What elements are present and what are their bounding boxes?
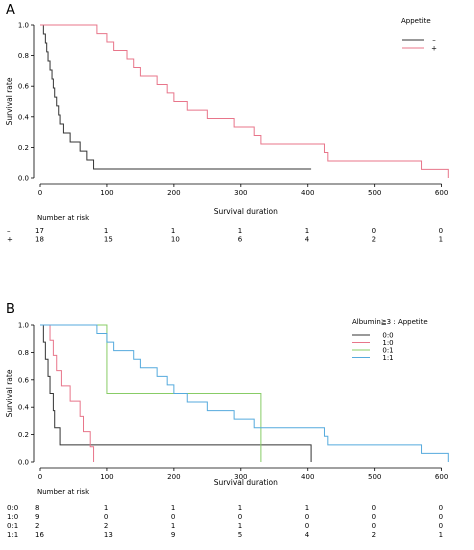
risk-cell: 2 bbox=[372, 531, 376, 539]
panel-b: B0.00.20.40.60.81.00 100 200 300 400 500 600Su… bbox=[5, 302, 449, 539]
x-tick-label: 300 bbox=[234, 189, 247, 197]
x-axis-label: Survival duration bbox=[214, 207, 278, 216]
risk-row-label: 0:1 bbox=[7, 522, 18, 530]
x-tick-label: 200 bbox=[167, 473, 180, 481]
series-line-1 bbox=[40, 24, 449, 178]
risk-cell: 9 bbox=[171, 531, 175, 539]
y-tick-label: 1.0 bbox=[18, 22, 29, 30]
risk-cell: 0 bbox=[372, 504, 376, 512]
y-tick-label: 0.2 bbox=[18, 144, 29, 152]
risk-cell: 8 bbox=[35, 504, 39, 512]
x-tick-label: 500 bbox=[368, 189, 381, 197]
legend-entry: 1:0 bbox=[382, 339, 393, 347]
risk-cell: 9 bbox=[35, 513, 39, 521]
risk-row-label: – bbox=[7, 227, 11, 235]
y-tick-label: 0.6 bbox=[18, 376, 30, 384]
risk-cell: 5 bbox=[238, 531, 242, 539]
risk-cell: 1 bbox=[171, 522, 175, 530]
risk-cell: 0 bbox=[372, 227, 376, 235]
x-tick-label: 600 bbox=[435, 189, 448, 197]
x-tick-label: 400 bbox=[301, 473, 314, 481]
y-tick-label: 0.0 bbox=[18, 175, 29, 183]
risk-cell: 0 bbox=[372, 522, 376, 530]
x-tick-label: 0 bbox=[38, 473, 42, 481]
risk-cell: 18 bbox=[35, 236, 44, 244]
risk-cell: 0 bbox=[104, 513, 108, 521]
y-tick-label: 0.8 bbox=[18, 349, 29, 357]
series-line-3 bbox=[40, 324, 449, 462]
y-tick-label: 0.4 bbox=[18, 113, 30, 121]
series-line-1 bbox=[40, 324, 95, 462]
legend-entry: 0:1 bbox=[382, 347, 393, 355]
risk-cell: 16 bbox=[35, 531, 44, 539]
risk-cell: 6 bbox=[238, 236, 243, 244]
risk-cell: 0 bbox=[439, 513, 443, 521]
risk-cell: 1 bbox=[104, 504, 108, 512]
risk-cell: 4 bbox=[305, 531, 310, 539]
y-tick-label: 0.0 bbox=[18, 459, 29, 467]
x-axis-label: Survival duration bbox=[214, 478, 278, 487]
risk-cell: 1 bbox=[305, 504, 309, 512]
legend-entry: + bbox=[431, 45, 437, 53]
risk-cell: 0 bbox=[305, 513, 309, 521]
x-tick-label: 0 bbox=[38, 189, 42, 197]
risk-cell: 10 bbox=[171, 236, 180, 244]
legend-title: Albumin≧3 : Appetite bbox=[352, 318, 428, 326]
y-tick-label: 1.0 bbox=[18, 322, 29, 330]
risk-cell: 13 bbox=[104, 531, 113, 539]
risk-cell: 2 bbox=[35, 522, 39, 530]
panel-label: B bbox=[6, 302, 15, 317]
y-tick-label: 0.8 bbox=[18, 52, 29, 60]
risk-row-label: 1:1 bbox=[7, 531, 18, 539]
x-tick-label: 100 bbox=[100, 189, 113, 197]
risk-cell: 1 bbox=[238, 504, 242, 512]
panel-a: A0.00.20.40.60.81.00 100 200 300 400 500 600Su… bbox=[5, 3, 449, 244]
risk-cell: 0 bbox=[171, 513, 175, 521]
legend-title: Appetite bbox=[401, 17, 431, 25]
risk-row-label: 0:0 bbox=[7, 504, 18, 512]
legend-entry: 1:1 bbox=[382, 354, 393, 362]
y-tick-label: 0.6 bbox=[18, 83, 30, 91]
y-axis-label: Survival rate bbox=[5, 369, 14, 417]
x-tick-label: 100 bbox=[100, 473, 113, 481]
risk-cell: 1 bbox=[238, 522, 242, 530]
risk-cell: 1 bbox=[104, 227, 108, 235]
series-line-0 bbox=[40, 324, 312, 462]
y-tick-label: 0.2 bbox=[18, 431, 29, 439]
risk-table-title: Number at risk bbox=[37, 488, 90, 496]
risk-cell: 1 bbox=[305, 227, 309, 235]
x-tick-label: 500 bbox=[368, 473, 381, 481]
legend-entry: – bbox=[432, 37, 436, 45]
risk-cell: 1 bbox=[238, 227, 242, 235]
x-tick-label: 300 bbox=[234, 473, 247, 481]
risk-cell: 0 bbox=[305, 522, 309, 530]
y-tick-label: 0.4 bbox=[18, 404, 30, 412]
y-axis-label: Survival rate bbox=[5, 77, 14, 125]
risk-cell: 4 bbox=[305, 236, 310, 244]
risk-table-title: Number at risk bbox=[37, 214, 90, 222]
x-tick-label: 400 bbox=[301, 189, 314, 197]
legend-entry: 0:0 bbox=[382, 332, 393, 340]
risk-cell: 0 bbox=[372, 513, 376, 521]
panel-label: A bbox=[6, 3, 15, 18]
risk-cell: 0 bbox=[439, 504, 443, 512]
risk-cell: 0 bbox=[238, 513, 242, 521]
risk-cell: 2 bbox=[372, 236, 376, 244]
risk-cell: 1 bbox=[171, 227, 175, 235]
risk-row-label: + bbox=[7, 236, 13, 244]
risk-cell: 1 bbox=[439, 531, 443, 539]
series-line-0 bbox=[40, 24, 312, 170]
risk-cell: 1 bbox=[171, 504, 175, 512]
risk-cell: 0 bbox=[439, 522, 443, 530]
risk-cell: 15 bbox=[104, 236, 113, 244]
x-tick-label: 200 bbox=[167, 189, 180, 197]
risk-cell: 0 bbox=[439, 227, 443, 235]
risk-cell: 1 bbox=[439, 236, 443, 244]
risk-cell: 2 bbox=[104, 522, 108, 530]
x-tick-label: 600 bbox=[435, 473, 448, 481]
risk-cell: 17 bbox=[35, 227, 44, 235]
risk-row-label: 1:0 bbox=[7, 513, 18, 521]
